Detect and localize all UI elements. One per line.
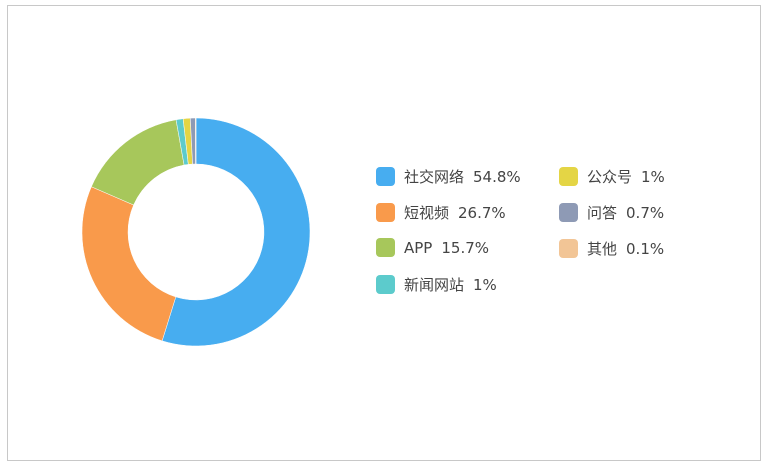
legend-swatch (376, 167, 395, 186)
slice-1[interactable] (81, 186, 177, 342)
legend-label: 其他 (587, 240, 618, 258)
legend-item[interactable]: 其他 0.1% (559, 238, 664, 259)
legend-label: 问答 (587, 204, 618, 222)
legend-item[interactable]: 社交网络 54.8% (376, 166, 521, 187)
legend-swatch (559, 167, 578, 186)
legend-value: 1% (473, 275, 497, 294)
slice-6[interactable] (195, 117, 197, 165)
legend-value: 26.7% (458, 203, 506, 222)
legend-item[interactable]: 短视频 26.7% (376, 202, 506, 223)
legend-value: 1% (641, 167, 665, 186)
legend-swatch (376, 275, 395, 294)
legend-swatch (376, 203, 395, 222)
chart-frame (7, 5, 761, 461)
legend-label: 公众号 (587, 168, 633, 186)
legend-label: APP (404, 238, 433, 257)
legend-value: 0.7% (626, 203, 665, 222)
legend-value: 15.7% (441, 238, 490, 257)
legend-label: 社交网络 (404, 168, 465, 186)
legend-item[interactable]: 公众号 1% (559, 166, 665, 187)
legend-label: 新闻网站 (404, 276, 465, 294)
legend-item[interactable]: 新闻网站 1% (376, 274, 497, 295)
slice-2[interactable] (91, 119, 185, 206)
legend-item[interactable]: APP 15.7% (376, 238, 489, 257)
slice-0[interactable] (161, 117, 311, 347)
legend-value: 0.1% (626, 239, 665, 258)
legend-swatch (376, 238, 395, 257)
legend-swatch (559, 239, 578, 258)
legend-value: 54.8% (473, 167, 521, 186)
legend-item[interactable]: 问答 0.7% (559, 202, 664, 223)
legend-label: 短视频 (404, 204, 450, 222)
legend-swatch (559, 203, 578, 222)
